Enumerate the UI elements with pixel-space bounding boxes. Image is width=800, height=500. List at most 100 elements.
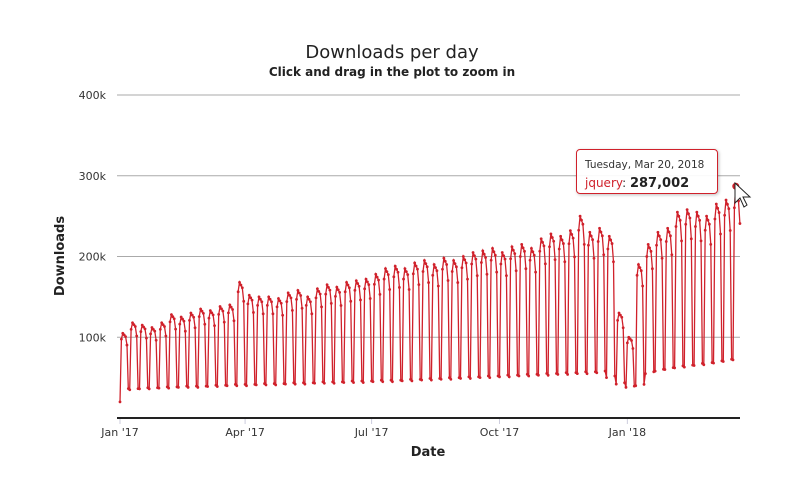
data-point xyxy=(707,222,711,226)
data-point xyxy=(218,305,222,308)
data-point xyxy=(556,372,560,376)
data-point xyxy=(623,381,626,385)
data-point xyxy=(570,233,574,236)
data-point xyxy=(363,287,367,291)
series-jquery[interactable] xyxy=(118,181,742,404)
data-point xyxy=(698,218,702,222)
data-point xyxy=(199,307,203,311)
data-point xyxy=(197,315,201,319)
data-point xyxy=(297,291,301,295)
data-point xyxy=(489,258,493,262)
data-point xyxy=(714,202,718,206)
data-point xyxy=(602,253,606,257)
data-point xyxy=(210,311,214,315)
data-point xyxy=(275,305,279,309)
data-point xyxy=(231,308,234,311)
data-point xyxy=(342,381,346,384)
data-point xyxy=(225,384,229,388)
data-point xyxy=(731,358,735,362)
data-point xyxy=(603,369,607,373)
data-point xyxy=(228,303,232,307)
data-point xyxy=(520,242,524,246)
data-point xyxy=(653,369,657,373)
data-point xyxy=(587,243,590,247)
data-point xyxy=(541,240,544,244)
data-point xyxy=(157,386,161,390)
data-point xyxy=(664,240,668,243)
data-point xyxy=(511,248,515,252)
data-point xyxy=(315,287,319,291)
data-point xyxy=(386,273,390,276)
data-point xyxy=(423,259,426,262)
data-point xyxy=(220,307,223,311)
data-point xyxy=(435,269,439,273)
data-point xyxy=(372,282,376,286)
data-point xyxy=(207,316,211,320)
data-point xyxy=(327,286,330,289)
data-point xyxy=(549,232,553,236)
data-point xyxy=(646,242,650,246)
data-point xyxy=(523,249,526,253)
data-point xyxy=(254,383,258,387)
data-point xyxy=(293,382,297,386)
data-point xyxy=(396,270,400,274)
data-point xyxy=(392,275,396,279)
data-point xyxy=(724,198,728,202)
data-point xyxy=(203,322,207,326)
data-point xyxy=(403,267,407,271)
data-point xyxy=(345,280,348,284)
data-point xyxy=(211,313,215,317)
data-point xyxy=(644,372,647,375)
data-point xyxy=(721,360,725,363)
data-point xyxy=(592,256,596,260)
data-point xyxy=(607,234,611,238)
data-point xyxy=(675,210,679,214)
data-point xyxy=(495,270,499,274)
data-point xyxy=(213,324,216,328)
data-point xyxy=(278,299,282,303)
data-point xyxy=(552,239,556,243)
data-point xyxy=(517,374,521,378)
data-point xyxy=(303,382,307,386)
data-point xyxy=(650,267,654,271)
data-point xyxy=(630,339,633,342)
data-point xyxy=(595,371,599,375)
data-point xyxy=(217,312,221,316)
data-point xyxy=(397,286,401,289)
data-point xyxy=(589,234,593,238)
data-point xyxy=(702,363,706,367)
data-point xyxy=(542,244,546,248)
data-point xyxy=(738,222,742,225)
data-point xyxy=(613,374,617,378)
data-point xyxy=(500,251,504,254)
mouse-cursor-icon xyxy=(734,181,752,208)
data-point xyxy=(502,254,506,258)
data-point xyxy=(567,242,571,246)
data-point xyxy=(343,290,347,294)
data-point xyxy=(655,243,658,247)
data-point xyxy=(471,251,475,254)
data-point xyxy=(382,277,386,281)
data-point xyxy=(726,202,729,206)
data-point xyxy=(411,272,415,276)
data-point xyxy=(336,288,340,292)
data-point xyxy=(439,377,443,381)
data-point xyxy=(202,311,205,315)
data-point xyxy=(578,214,582,218)
data-point xyxy=(178,322,182,326)
data-point xyxy=(518,255,522,258)
data-point xyxy=(388,288,392,291)
x-tick-label: Oct '17 xyxy=(480,426,520,439)
data-point xyxy=(371,380,375,384)
data-point xyxy=(306,295,310,299)
data-point xyxy=(374,272,378,276)
data-point xyxy=(393,264,397,268)
data-point xyxy=(318,292,322,296)
y-tick-label: 400k xyxy=(79,89,107,102)
data-point xyxy=(659,238,663,242)
data-point xyxy=(170,313,173,317)
data-point xyxy=(314,296,318,300)
data-point xyxy=(179,315,183,319)
